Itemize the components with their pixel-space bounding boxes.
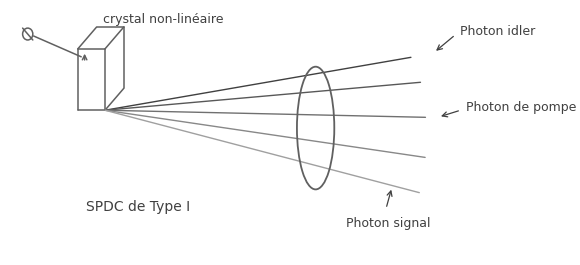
Text: Photon idler: Photon idler: [460, 25, 535, 38]
Text: crystal non-linéaire: crystal non-linéaire: [103, 13, 224, 26]
Text: SPDC de Type I: SPDC de Type I: [86, 200, 190, 214]
Text: Photon signal: Photon signal: [346, 217, 430, 230]
Text: Photon de pompe: Photon de pompe: [466, 101, 576, 114]
